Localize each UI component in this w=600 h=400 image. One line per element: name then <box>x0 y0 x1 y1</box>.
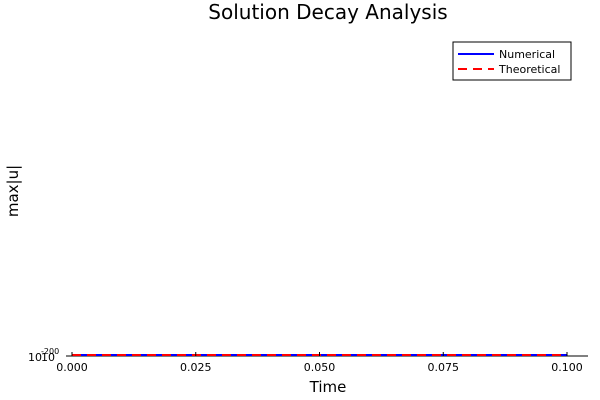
x-tick-label: 0.025 <box>180 361 212 374</box>
svg-text:-200: -200 <box>41 347 59 356</box>
y-tick-label-2: 10 <box>41 351 55 364</box>
legend-label-2: Theoretical <box>498 63 560 76</box>
x-tick-label: 0.100 <box>551 361 583 374</box>
plot-area: 0.000 0.025 0.050 0.075 0.100 10 -200 10 <box>28 347 588 374</box>
x-tick-label: 0.050 <box>304 361 336 374</box>
y-axis-label: max|u| <box>4 165 22 217</box>
chart-title: Solution Decay Analysis <box>208 0 447 24</box>
y-tick-label-1: 10 -200 <box>28 347 59 364</box>
legend-box <box>452 41 572 81</box>
legend: Numerical Theoretical <box>452 41 572 81</box>
legend-label-1: Numerical <box>499 48 555 61</box>
y-ticks: 10 -200 10 <box>28 347 59 364</box>
x-axis-label: Time <box>309 378 347 396</box>
svg-text:10: 10 <box>41 351 55 364</box>
x-tick-label: 0.075 <box>428 361 460 374</box>
x-ticks: 0.000 0.025 0.050 0.075 0.100 <box>56 352 583 374</box>
x-tick-label: 0.000 <box>56 361 88 374</box>
svg-text:10: 10 <box>28 351 42 364</box>
legend-entries: Numerical Theoretical <box>458 48 560 76</box>
